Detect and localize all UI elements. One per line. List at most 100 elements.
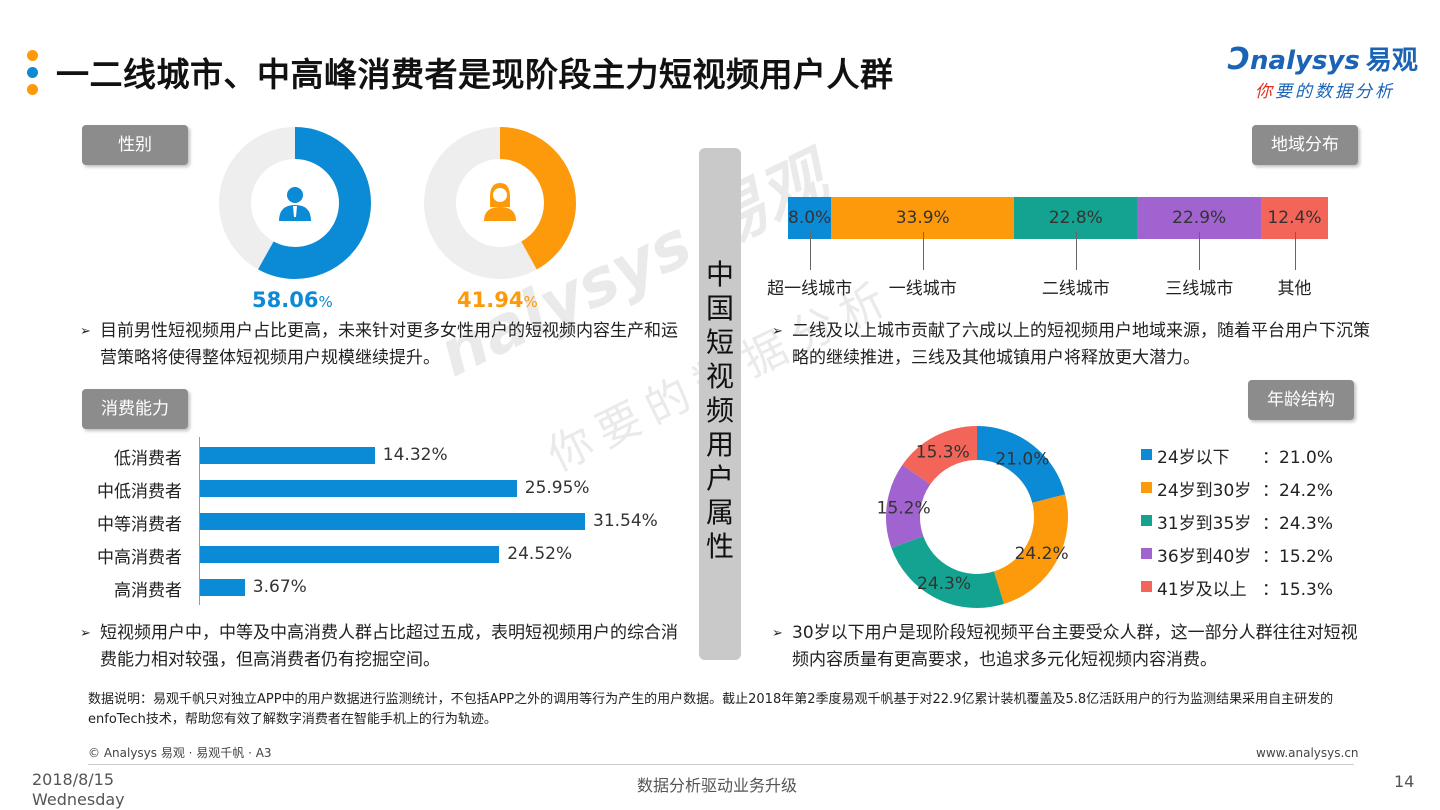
region-label: 超一线城市 xyxy=(767,279,853,299)
logo-slogan-text: 要的数据分析 xyxy=(1275,82,1395,102)
age-bullet-text: 30岁以下用户是现阶段短视频平台主要受众人群，这一部分人群往往对短视频内容质量有… xyxy=(792,623,1358,670)
gender-bullet-text: 目前男性短视频用户占比更高，未来针对更多女性用户的短视频内容生产和运营策略将使得… xyxy=(100,321,678,368)
region-label: 其他 xyxy=(1277,279,1312,299)
title-dot-blue xyxy=(27,67,38,78)
age-slice xyxy=(993,494,1068,604)
center-label-char: 短 xyxy=(705,326,734,359)
consumption-bar xyxy=(200,579,245,596)
center-label-char: 属 xyxy=(705,496,734,529)
consumption-bar xyxy=(200,447,375,464)
age-slice-label: 24.2% xyxy=(1015,544,1069,564)
center-label-char: 视 xyxy=(705,360,734,393)
bullet-arrow-icon: ➢ xyxy=(772,626,783,641)
consumption-axis xyxy=(199,437,200,605)
age-legend-swatch xyxy=(1141,581,1152,592)
age-legend-label: 24岁以下 xyxy=(1157,448,1230,468)
consumption-row-label: 低消费者 xyxy=(114,449,182,469)
age-slice xyxy=(886,464,931,548)
male-user-icon xyxy=(279,187,311,221)
footer-slogan: 数据分析驱动业务升级 xyxy=(637,776,798,795)
consumption-bar-value: 14.32% xyxy=(382,445,448,465)
region-tag: 地域分布 xyxy=(1252,125,1358,165)
male-donut xyxy=(219,127,371,279)
bullet-arrow-icon: ➢ xyxy=(772,324,783,339)
age-legend-swatch xyxy=(1141,449,1152,460)
logo-slogan-red: 你 xyxy=(1255,82,1275,102)
page-title: 一二线城市、中高峰消费者是现阶段主力短视频用户人群 xyxy=(56,55,894,94)
age-legend-value: ：24.2% xyxy=(1262,481,1334,501)
age-slice xyxy=(976,426,1066,504)
region-bullet-text: 二线及以上城市贡献了六成以上的短视频用户地域来源，随着平台用户下沉策略的继续推进… xyxy=(792,321,1370,368)
consumption-bar-value: 3.67% xyxy=(252,577,307,597)
age-legend-label: 41岁及以上 xyxy=(1157,580,1247,600)
female-pct: 41.94% xyxy=(457,288,538,312)
logo-brand: nalysys xyxy=(1250,46,1360,76)
consumption-bar xyxy=(200,546,500,563)
center-label-char: 用 xyxy=(705,428,734,461)
consumption-row-label: 中高消费者 xyxy=(97,548,182,568)
consumption-bar xyxy=(200,480,517,497)
center-label-char: 户 xyxy=(705,462,734,495)
age-legend-value: ：21.0% xyxy=(1262,448,1334,468)
region-leader-line xyxy=(809,232,811,270)
region-segment: 12.4% xyxy=(1261,197,1328,239)
gender-tag: 性别 xyxy=(82,125,188,165)
center-label-char: 中 xyxy=(705,258,734,291)
consumption-bullet: ➢ 短视频用户中，中等及中高消费人群占比超过五成，表明短视频用户的综合消费能力相… xyxy=(80,620,680,674)
region-leader-line xyxy=(1075,232,1077,270)
female-user-icon xyxy=(484,183,516,221)
logo-slogan: 你要的数据分析 xyxy=(1255,77,1395,102)
consumption-bar-value: 31.54% xyxy=(593,511,658,531)
age-slice xyxy=(902,426,978,485)
title-dot-orange xyxy=(27,50,38,61)
age-legend-swatch xyxy=(1141,482,1152,493)
page-number: 14 xyxy=(1394,772,1415,791)
center-label-bar xyxy=(699,148,741,660)
age-legend-label: 31岁到35岁 xyxy=(1157,514,1252,534)
age-slice-label: 15.2% xyxy=(877,498,931,518)
region-leader-line xyxy=(922,232,924,270)
age-tag: 年龄结构 xyxy=(1248,380,1354,420)
data-note: 数据说明：易观千帆只对独立APP中的用户数据进行监测统计，不包括APP之外的调用… xyxy=(88,692,1334,727)
logo-c-mark: Ͻ xyxy=(1228,42,1251,77)
consumption-bar-value: 24.52% xyxy=(507,544,573,564)
consumption-tag: 消费能力 xyxy=(82,389,188,429)
age-bullet: ➢ 30岁以下用户是现阶段短视频平台主要受众人群，这一部分人群往往对短视频内容质… xyxy=(772,620,1372,674)
region-label: 二线城市 xyxy=(1041,279,1110,299)
male-pct: 58.06% xyxy=(252,288,333,312)
male-donut-arc xyxy=(219,127,371,279)
female-donut xyxy=(424,127,576,279)
age-legend-value: ：15.3% xyxy=(1262,580,1334,600)
region-leader-line xyxy=(1199,232,1201,270)
footer-copyright: © Analysys 易观 · 易观千帆 · A3 xyxy=(88,746,272,760)
bullet-arrow-icon: ➢ xyxy=(80,626,91,641)
consumption-row-label: 高消费者 xyxy=(114,581,182,601)
age-legend-label: 36岁到40岁 xyxy=(1157,547,1252,567)
female-pct-value: 41.94 xyxy=(457,288,524,312)
age-legend-value: ：24.3% xyxy=(1262,514,1334,534)
region-label: 一线城市 xyxy=(888,279,957,299)
male-pct-value: 58.06 xyxy=(252,288,319,312)
age-slice-label: 15.3% xyxy=(916,442,970,462)
age-legend-value: ：15.2% xyxy=(1262,547,1334,567)
age-legend-label: 24岁到30岁 xyxy=(1157,481,1252,501)
region-bullet: ➢ 二线及以上城市贡献了六成以上的短视频用户地域来源，随着平台用户下沉策略的继续… xyxy=(772,318,1372,372)
consumption-row-label: 中等消费者 xyxy=(97,515,182,535)
footer-website[interactable]: www.analysys.cn xyxy=(1256,746,1359,760)
analysys-logo: Ͻnalysys 易观 xyxy=(1228,40,1418,77)
age-legend-swatch xyxy=(1141,548,1152,559)
region-stacked-bar: 8.0% 33.9% 22.8% 22.9% 12.4% xyxy=(788,197,1328,239)
age-slice xyxy=(891,535,1005,608)
bullet-arrow-icon: ➢ xyxy=(80,324,91,339)
region-leader-line xyxy=(1294,232,1296,270)
center-label-char: 频 xyxy=(705,394,734,427)
footer-date: 2018/8/15 xyxy=(32,770,115,789)
region-segment: 33.9% xyxy=(831,197,1015,239)
center-label: 中国短视频用户属性 xyxy=(699,258,741,564)
consumption-bar xyxy=(200,513,585,530)
consumption-row-label: 中低消费者 xyxy=(97,482,182,502)
footer-divider xyxy=(88,764,1354,765)
center-label-char: 国 xyxy=(705,292,734,325)
logo-brand-cn: 易观 xyxy=(1365,46,1418,76)
age-donut: 21.0% 24.2% 24.3% 15.2% 15.3% xyxy=(877,426,1069,608)
